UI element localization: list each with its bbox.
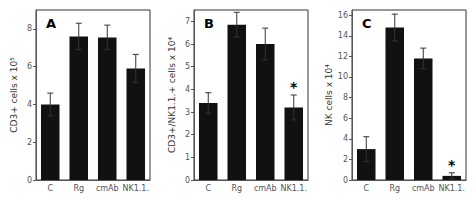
svg-text:C: C: [47, 184, 53, 193]
svg-text:16: 16: [338, 11, 348, 20]
svg-text:4: 4: [343, 134, 348, 143]
svg-text:*: *: [290, 79, 298, 95]
svg-text:CD3+/NK1.1.+ cells x 10⁴: CD3+/NK1.1.+ cells x 10⁴: [167, 37, 177, 153]
svg-text:C: C: [363, 184, 369, 193]
svg-text:6: 6: [27, 62, 32, 71]
svg-text:10: 10: [338, 72, 348, 81]
svg-text:NK1.1.: NK1.1.: [123, 184, 150, 193]
svg-text:*: *: [448, 157, 456, 173]
svg-text:7: 7: [185, 17, 190, 26]
svg-text:0: 0: [185, 176, 190, 185]
svg-text:5: 5: [185, 62, 190, 71]
svg-text:cmAb: cmAb: [254, 184, 277, 193]
svg-text:NK1.1.: NK1.1.: [439, 184, 466, 193]
svg-text:4: 4: [185, 85, 190, 94]
svg-text:C: C: [362, 16, 372, 31]
svg-text:1: 1: [185, 153, 190, 162]
svg-text:2: 2: [27, 138, 32, 147]
svg-text:6: 6: [185, 40, 190, 49]
svg-text:0: 0: [27, 176, 32, 185]
svg-text:NK cells x 10⁴: NK cells x 10⁴: [324, 64, 334, 126]
svg-text:12: 12: [338, 52, 348, 61]
svg-text:8: 8: [343, 93, 348, 102]
svg-text:4: 4: [27, 100, 32, 109]
svg-text:CD3+ cells x 10⁵: CD3+ cells x 10⁵: [9, 57, 19, 133]
svg-text:C: C: [205, 184, 211, 193]
svg-text:A: A: [46, 16, 56, 31]
svg-text:cmAb: cmAb: [96, 184, 119, 193]
svg-text:NK1.1.: NK1.1.: [281, 184, 308, 193]
svg-text:B: B: [204, 16, 214, 31]
svg-text:Rg: Rg: [73, 184, 84, 193]
svg-text:Rg: Rg: [231, 184, 242, 193]
svg-text:14: 14: [338, 31, 348, 40]
svg-text:6: 6: [343, 114, 348, 123]
svg-text:3: 3: [185, 108, 190, 117]
svg-text:2: 2: [343, 155, 348, 164]
svg-text:Rg: Rg: [389, 184, 400, 193]
svg-text:8: 8: [27, 24, 32, 33]
svg-text:cmAb: cmAb: [412, 184, 435, 193]
svg-text:0: 0: [343, 176, 348, 185]
svg-text:2: 2: [185, 130, 190, 139]
